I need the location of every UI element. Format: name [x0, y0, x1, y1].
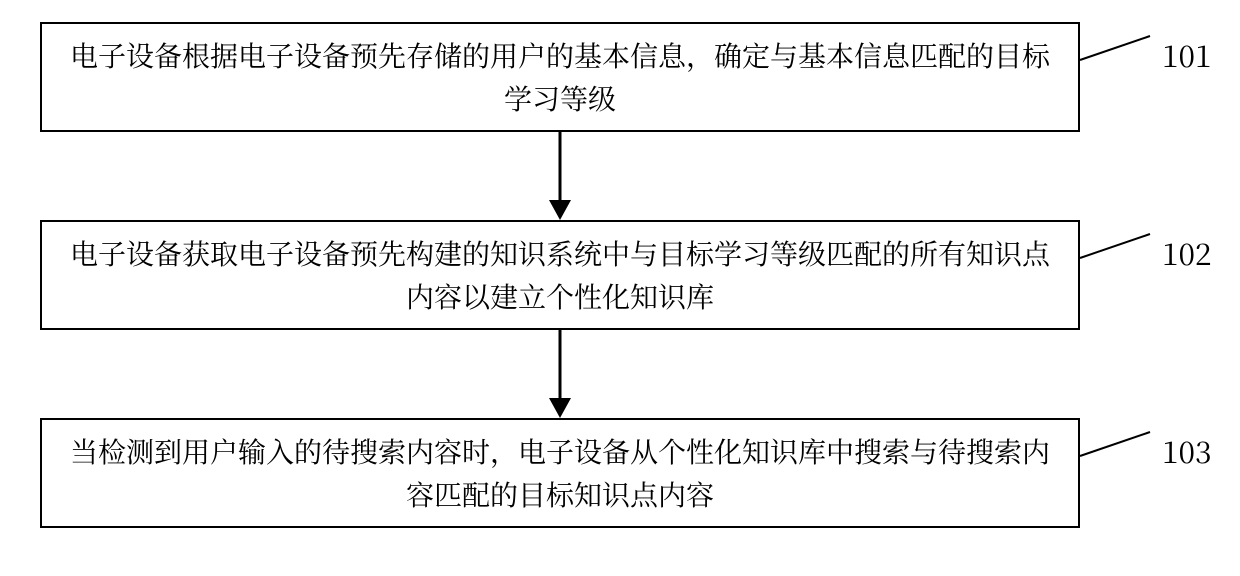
flowchart-step-3-label: 103 — [1162, 428, 1212, 472]
leader-line-3 — [0, 0, 1240, 576]
flowchart-canvas: 电子设备根据电子设备预先存储的用户的基本信息，确定与基本信息匹配的目标学习等级 … — [0, 0, 1240, 576]
